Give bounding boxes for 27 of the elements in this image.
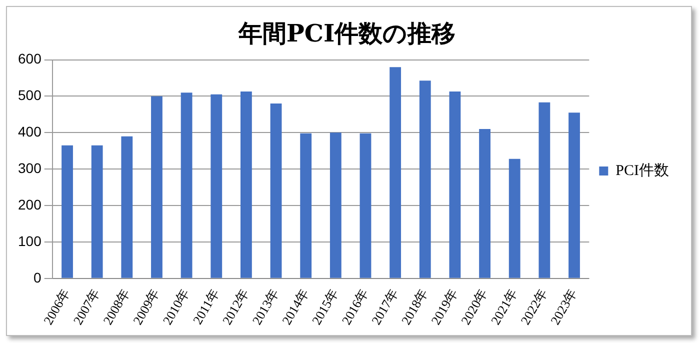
bar (91, 145, 103, 278)
bar (62, 145, 73, 278)
bar (479, 129, 490, 278)
bar (151, 96, 162, 278)
y-tick-label: 200 (18, 196, 42, 212)
bar (300, 133, 312, 278)
bar (210, 94, 222, 278)
y-tick-label: 600 (18, 50, 42, 67)
bar (270, 104, 282, 278)
y-tick-label: 500 (18, 87, 42, 104)
bar (360, 133, 372, 278)
bar (390, 67, 402, 278)
y-tick-label: 0 (34, 269, 42, 286)
bar (449, 92, 461, 278)
bar (538, 102, 550, 278)
y-tick-label: 400 (18, 124, 42, 140)
bar (330, 132, 342, 278)
bar (121, 136, 133, 278)
y-tick-label: 300 (18, 160, 42, 176)
bar (568, 112, 580, 278)
bar (180, 92, 192, 278)
chart-title: 年間PCI件数の推移 (237, 18, 456, 48)
legend-label: PCI件数 (616, 162, 669, 179)
y-tick-label: 100 (18, 232, 42, 249)
bar (508, 158, 520, 278)
bar (240, 92, 252, 278)
bar (419, 80, 431, 278)
